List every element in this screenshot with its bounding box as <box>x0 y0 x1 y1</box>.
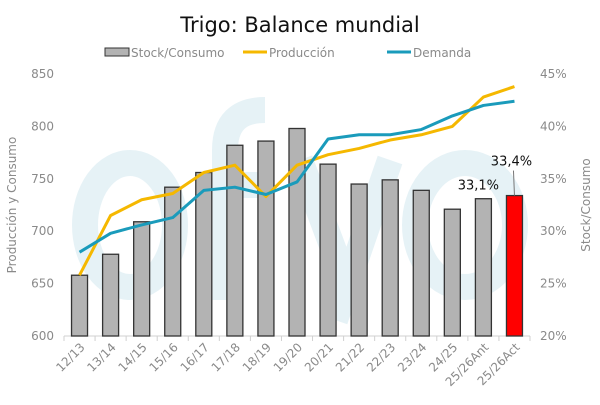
data-label: 33,1% <box>458 179 499 194</box>
bar-18/19 <box>257 140 275 337</box>
legend: Stock/Consumo Producción Demanda <box>104 46 471 60</box>
x-tick-label: 19/20 <box>271 340 305 374</box>
y-tick-label: 650 <box>31 277 54 291</box>
data-label: 33,4% <box>491 155 532 170</box>
x-tick-label: 12/13 <box>53 340 87 374</box>
data-label-leader <box>512 170 515 196</box>
bar-21/22 <box>350 183 368 337</box>
data-labels: 33,1% 33,4% <box>458 155 532 196</box>
y2-axis-label: Stock/Consumo <box>579 158 593 251</box>
y2-tick-label: 45% <box>540 67 567 81</box>
x-tick-label: 23/24 <box>395 340 429 374</box>
y-axis-label: Producción y Consumo <box>5 137 19 274</box>
x-tick-label: 21/22 <box>333 340 367 374</box>
y2-tick-label: 30% <box>540 224 567 238</box>
x-tick-label: 18/19 <box>240 340 274 374</box>
bar-25/26Act <box>505 194 524 337</box>
y-tick-label: 750 <box>31 172 54 186</box>
legend-label-1: Producción <box>269 46 335 60</box>
chart-title: Trigo: Balance mundial <box>179 13 420 37</box>
bar-15/16 <box>164 186 182 337</box>
bar-17/18 <box>226 144 244 337</box>
legend-swatch-0 <box>104 47 130 57</box>
x-tick-label: 13/14 <box>84 340 118 374</box>
bar-20/21 <box>319 163 337 337</box>
y2-tick-label: 40% <box>540 119 567 133</box>
legend-label-2: Demanda <box>413 46 471 60</box>
y-tick-label: 700 <box>31 224 54 238</box>
watermark-o-shape <box>72 150 188 300</box>
bar-14/15 <box>133 221 151 337</box>
bars <box>70 127 524 337</box>
x-tick-label: 14/15 <box>115 340 149 374</box>
bar-22/23 <box>381 179 399 337</box>
bar-19/20 <box>288 127 306 337</box>
x-tick-label: 22/23 <box>364 340 398 374</box>
x-tick-label: 20/21 <box>302 340 336 374</box>
legend-label-0: Stock/Consumo <box>131 46 224 60</box>
x-tick-label: 15/16 <box>146 340 180 374</box>
y-tick-label: 800 <box>31 119 54 133</box>
bar-12/13 <box>70 274 89 337</box>
y-tick-label: 600 <box>31 329 54 343</box>
y-tick-label: 850 <box>31 67 54 81</box>
y2-tick-label: 25% <box>540 277 567 291</box>
bar-13/14 <box>101 253 120 337</box>
lines <box>78 85 515 276</box>
bar-23/24 <box>412 189 430 337</box>
x-tick-label: 16/17 <box>178 340 212 374</box>
y2-tick-label: 20% <box>540 329 567 343</box>
bar-25/26Ant <box>474 198 493 337</box>
x-tick-label: 17/18 <box>209 340 243 374</box>
watermark-y-shape <box>287 155 403 325</box>
y2-tick-label: 35% <box>540 172 567 186</box>
bar-24/25 <box>443 208 461 337</box>
